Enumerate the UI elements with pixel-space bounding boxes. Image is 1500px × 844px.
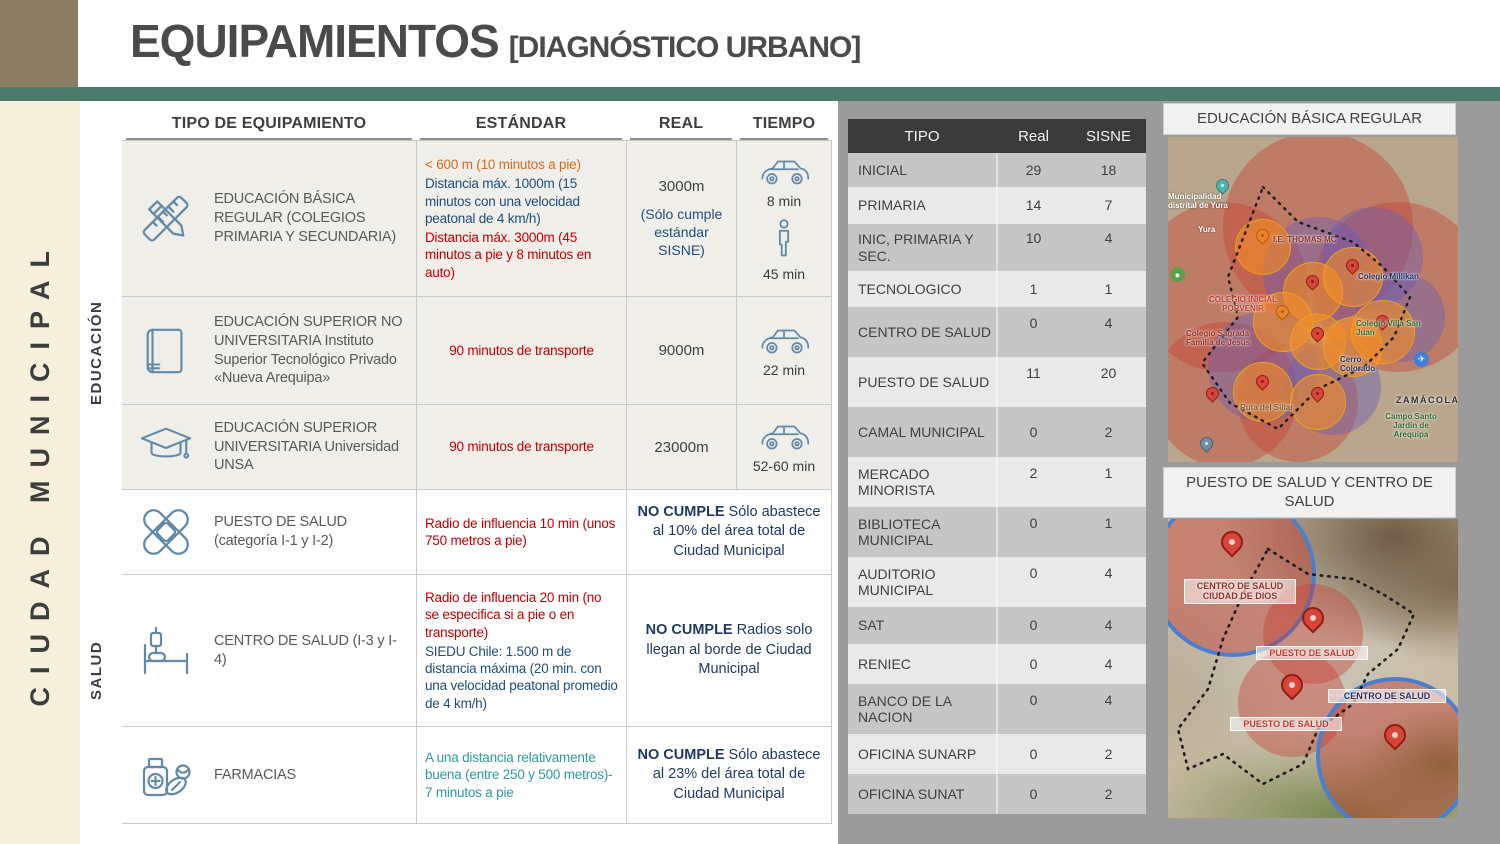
side-col-tipo: TIPO bbox=[848, 119, 996, 153]
vertical-title: CIUDAD MUNICIPAL bbox=[24, 238, 55, 707]
side-row-label: MERCADO MINORISTA bbox=[848, 457, 996, 507]
col-header-estandar: ESTÁNDAR bbox=[416, 106, 626, 140]
group-label-salud: SALUD bbox=[88, 640, 105, 700]
map-label: Colegio Sagrada Familia de Jesús bbox=[1186, 329, 1251, 348]
airport-icon: ✈ bbox=[1414, 352, 1429, 367]
graduation-cap-icon bbox=[130, 420, 202, 474]
map-label: Ruta del Sillar bbox=[1240, 403, 1294, 412]
side-table: TIPO Real SISNE INICIAL 29 18 PRIMARIA 14 7 … bbox=[848, 119, 1146, 814]
side-col-real: Real bbox=[996, 119, 1071, 153]
table-row-resultado: NO CUMPLE Radios solo llegan al borde de… bbox=[626, 574, 832, 726]
table-row-estandar: A una distancia relativamente buena (ent… bbox=[416, 726, 626, 824]
pedestrian-icon bbox=[773, 218, 795, 263]
side-row-label: OFICINA SUNARP bbox=[848, 734, 996, 774]
title-sub: [DIAGNÓSTICO URBANO] bbox=[508, 31, 862, 64]
side-row-label: SAT bbox=[848, 607, 996, 644]
map-label: Colegio Millikan bbox=[1358, 272, 1419, 281]
side-row-label: CENTRO DE SALUD bbox=[848, 307, 996, 357]
map-label: COLEGIO INICIAL PORVENIR bbox=[1209, 295, 1277, 314]
map-salud-title: PUESTO DE SALUD Y CENTRO DE SALUD bbox=[1163, 467, 1456, 518]
table-row-estandar: 90 minutos de transporte bbox=[416, 296, 626, 404]
map-educacion: ✈ ● Municipalidad distrital de Yura Yura… bbox=[1168, 137, 1458, 462]
group-label-educacion: EDUCACIÓN bbox=[88, 300, 105, 405]
district-boundary bbox=[1200, 185, 1412, 431]
map-label: ZAMÁCOLA bbox=[1396, 395, 1458, 405]
table-row-tipo: FARMACIAS bbox=[122, 726, 416, 824]
book-icon bbox=[130, 324, 202, 378]
table-row-resultado: NO CUMPLE Sólo abastece al 23% del área … bbox=[626, 726, 832, 824]
table-row-real: 23000m bbox=[626, 404, 736, 489]
table-row-tipo: CENTRO DE SALUD (I-3 y I-4) bbox=[122, 574, 416, 726]
side-row-label: TECNOLOGICO bbox=[848, 271, 996, 307]
map-label: I.E. THOMAS MC bbox=[1273, 235, 1337, 244]
left-sidebar: CIUDAD MUNICIPAL bbox=[0, 101, 80, 844]
side-row-label: PUESTO DE SALUD bbox=[848, 357, 996, 407]
side-col-sisne: SISNE bbox=[1071, 119, 1146, 153]
col-header-real: REAL bbox=[626, 106, 736, 140]
bandage-icon bbox=[130, 503, 202, 561]
map-label: PUESTO DE SALUD bbox=[1230, 717, 1342, 732]
side-row-label: AUDITORIO MUNICIPAL bbox=[848, 557, 996, 607]
car-icon bbox=[758, 324, 810, 359]
accent-band bbox=[0, 87, 1500, 101]
table-row-real: 3000m (Sólo cumple estándar SISNE) bbox=[626, 140, 736, 296]
side-row-label: CAMAL MUNICIPAL bbox=[848, 407, 996, 457]
table-row-real: 9000m bbox=[626, 296, 736, 404]
side-row-label: INICIAL bbox=[848, 153, 996, 187]
page-title: EQUIPAMIENTOS [DIAGNÓSTICO URBANO] bbox=[130, 14, 862, 68]
col-header-tiempo: TIEMPO bbox=[736, 106, 832, 140]
table-row-tipo: EDUCACIÓN SUPERIOR UNIVERSITARIA Univers… bbox=[122, 404, 416, 489]
map-label: Colegio Villa San Juan bbox=[1356, 319, 1421, 338]
hospital-bed-icon bbox=[130, 623, 202, 679]
table-row-tiempo: 22 min bbox=[736, 296, 832, 404]
table-row-estandar: < 600 m (10 minutos a pie) Distancia máx… bbox=[416, 140, 626, 296]
side-row-label: BANCO DE LA NACION bbox=[848, 684, 996, 734]
table-row-estandar: Radio de influencia 20 min (no se especi… bbox=[416, 574, 626, 726]
map-salud: CENTRO DE SALUD CIUDAD DE DIOS PUESTO DE… bbox=[1168, 519, 1458, 818]
side-row-label: INIC, PRIMARIA Y SEC. bbox=[848, 224, 996, 271]
map-label: Yura bbox=[1198, 225, 1216, 234]
side-row-label: PRIMARIA bbox=[848, 187, 996, 224]
table-row-tipo: EDUCACIÓN BÁSICA REGULAR (COLEGIOS PRIMA… bbox=[122, 140, 416, 296]
map-label: Municipalidad distrital de Yura bbox=[1168, 192, 1228, 211]
pharmacy-icon bbox=[130, 747, 202, 803]
table-row-tiempo: 8 min 45 min bbox=[736, 140, 832, 296]
car-icon bbox=[758, 155, 810, 190]
park-icon: ● bbox=[1170, 267, 1185, 282]
side-row-label: BIBLIOTECA MUNICIPAL bbox=[848, 507, 996, 557]
title-main: EQUIPAMIENTOS bbox=[130, 15, 500, 67]
map-label: Cerro Colorado bbox=[1340, 355, 1376, 374]
car-icon bbox=[758, 420, 810, 455]
map-label: Campo Santo Jardín de Arequipa bbox=[1385, 412, 1437, 440]
table-row-tipo: PUESTO DE SALUD (categoría I-1 y I-2) bbox=[122, 489, 416, 574]
district-boundary bbox=[1176, 547, 1416, 786]
table-row-tiempo: 52-60 min bbox=[736, 404, 832, 489]
corner-accent-block bbox=[0, 0, 78, 88]
map-educacion-title: EDUCACIÓN BÁSICA REGULAR bbox=[1163, 103, 1456, 135]
table-row-resultado: NO CUMPLE Sólo abastece al 10% del área … bbox=[626, 489, 832, 574]
map-label: CENTRO DE SALUD CIUDAD DE DIOS bbox=[1184, 579, 1296, 604]
table-row-tipo: EDUCACIÓN SUPERIOR NO UNIVERSITARIA Inst… bbox=[122, 296, 416, 404]
table-row-estandar: 90 minutos de transporte bbox=[416, 404, 626, 489]
col-header-tipo: TIPO DE EQUIPAMIENTO bbox=[122, 106, 416, 140]
side-row-label: RENIEC bbox=[848, 644, 996, 684]
pencil-ruler-icon bbox=[130, 190, 202, 248]
main-table: TIPO DE EQUIPAMIENTO ESTÁNDAR REAL TIEMP… bbox=[122, 106, 832, 824]
map-label: PUESTO DE SALUD bbox=[1256, 646, 1368, 661]
table-row-estandar: Radio de influencia 10 min (unos 750 met… bbox=[416, 489, 626, 574]
side-row-label: OFICINA SUNAT bbox=[848, 774, 996, 814]
map-label: CENTRO DE SALUD bbox=[1328, 689, 1446, 704]
